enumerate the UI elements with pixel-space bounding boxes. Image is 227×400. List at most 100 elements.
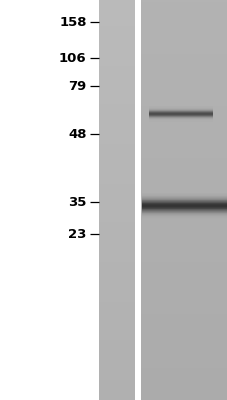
Bar: [141, 110, 227, 112]
Bar: [99, 126, 134, 128]
Bar: [141, 368, 227, 370]
Bar: [99, 254, 134, 256]
Bar: [99, 234, 134, 236]
Bar: [141, 324, 227, 326]
Bar: [141, 362, 227, 364]
Bar: [99, 98, 134, 100]
Bar: [99, 112, 134, 114]
Bar: [99, 94, 134, 96]
Bar: [99, 110, 134, 112]
Bar: [99, 60, 134, 62]
Bar: [141, 96, 227, 98]
Bar: [99, 0, 134, 2]
Bar: [141, 178, 227, 180]
Bar: [141, 174, 227, 176]
Bar: [141, 16, 227, 18]
Bar: [99, 192, 134, 194]
Bar: [141, 244, 227, 246]
Bar: [141, 320, 227, 322]
Bar: [99, 166, 134, 168]
Bar: [141, 54, 227, 56]
Bar: [141, 74, 227, 76]
Bar: [99, 376, 134, 378]
Bar: [141, 280, 227, 282]
Bar: [99, 164, 134, 166]
Bar: [99, 378, 134, 380]
Bar: [141, 222, 227, 224]
Bar: [141, 252, 227, 254]
Bar: [142, 212, 226, 213]
Bar: [141, 250, 227, 252]
Bar: [99, 388, 134, 390]
Bar: [141, 192, 227, 194]
Bar: [99, 116, 134, 118]
Bar: [141, 190, 227, 192]
Bar: [99, 344, 134, 346]
Bar: [141, 344, 227, 346]
Bar: [99, 156, 134, 158]
Bar: [99, 220, 134, 222]
Bar: [141, 80, 227, 82]
Bar: [141, 264, 227, 266]
Bar: [99, 302, 134, 304]
Bar: [99, 390, 134, 392]
Bar: [99, 114, 134, 116]
Bar: [142, 217, 226, 218]
Bar: [99, 256, 134, 258]
Bar: [142, 204, 226, 205]
Bar: [99, 236, 134, 238]
Bar: [141, 152, 227, 154]
Bar: [99, 284, 134, 286]
Bar: [99, 200, 134, 202]
Bar: [99, 342, 134, 344]
Bar: [99, 352, 134, 354]
Bar: [99, 292, 134, 294]
Bar: [141, 6, 227, 8]
Bar: [141, 140, 227, 142]
Bar: [141, 342, 227, 344]
Bar: [141, 226, 227, 228]
Bar: [99, 224, 134, 226]
Bar: [141, 272, 227, 274]
Bar: [141, 26, 227, 28]
Bar: [99, 332, 134, 334]
Bar: [141, 398, 227, 400]
Bar: [99, 2, 134, 4]
Bar: [99, 64, 134, 66]
Bar: [99, 160, 134, 162]
Bar: [141, 50, 227, 52]
Bar: [141, 290, 227, 292]
Bar: [99, 72, 134, 74]
Text: 35: 35: [68, 196, 86, 208]
Bar: [141, 292, 227, 294]
Bar: [142, 207, 226, 208]
Bar: [99, 368, 134, 370]
Bar: [141, 202, 227, 204]
Bar: [142, 206, 226, 207]
Bar: [99, 190, 134, 192]
Bar: [141, 98, 227, 100]
Text: 23: 23: [68, 228, 86, 240]
Bar: [141, 114, 227, 116]
Bar: [141, 124, 227, 126]
Bar: [99, 162, 134, 164]
Bar: [142, 195, 226, 196]
Bar: [141, 346, 227, 348]
Bar: [99, 48, 134, 50]
Bar: [142, 197, 226, 198]
Bar: [141, 62, 227, 64]
Bar: [141, 350, 227, 352]
Bar: [141, 184, 227, 186]
Bar: [99, 148, 134, 150]
Bar: [99, 46, 134, 48]
Bar: [141, 172, 227, 174]
Bar: [141, 304, 227, 306]
Bar: [141, 52, 227, 54]
Bar: [141, 72, 227, 74]
Bar: [99, 308, 134, 310]
Bar: [141, 164, 227, 166]
Bar: [141, 302, 227, 304]
Bar: [99, 108, 134, 110]
Bar: [99, 180, 134, 182]
Bar: [99, 66, 134, 68]
